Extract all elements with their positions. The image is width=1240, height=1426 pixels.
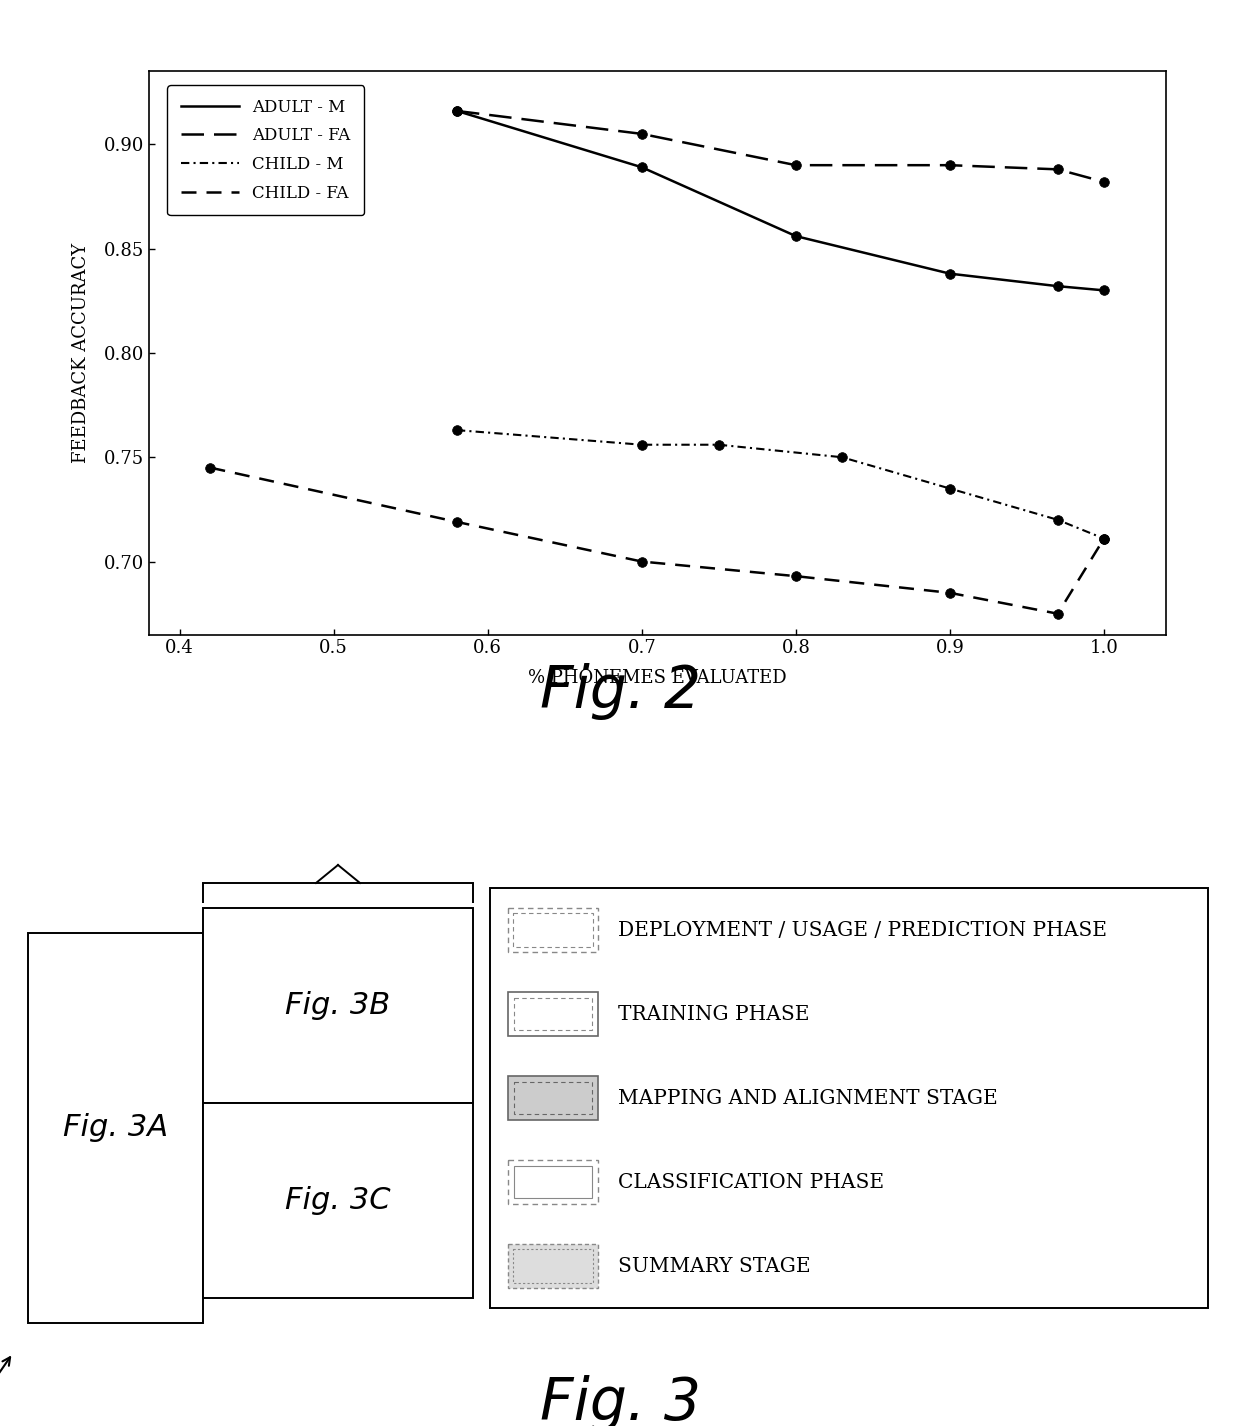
Bar: [508, 1243, 598, 1288]
ADULT - M: [789, 228, 804, 245]
Bar: [203, 908, 472, 1102]
Text: DEPLOYMENT / USAGE / PREDICTION PHASE: DEPLOYMENT / USAGE / PREDICTION PHASE: [618, 921, 1107, 940]
Line: ADULT - FA: ADULT - FA: [453, 106, 1109, 187]
Bar: [508, 992, 598, 1037]
CHILD - FA: [1050, 605, 1065, 622]
CHILD - M: [942, 481, 957, 498]
X-axis label: % PHONEMES EVALUATED: % PHONEMES EVALUATED: [528, 669, 786, 686]
ADULT - FA: [1096, 174, 1111, 191]
ADULT - M: [449, 103, 464, 120]
Line: CHILD - FA: CHILD - FA: [206, 463, 1109, 619]
ADULT - M: [635, 158, 650, 175]
ADULT - M: [1050, 278, 1065, 295]
Bar: [29, 933, 203, 1323]
Line: CHILD - M: CHILD - M: [453, 425, 1109, 543]
CHILD - M: [635, 436, 650, 453]
CHILD - FA: [203, 459, 218, 476]
CHILD - M: [449, 422, 464, 439]
CHILD - FA: [1096, 530, 1111, 548]
Bar: [513, 1249, 593, 1283]
Bar: [515, 1082, 591, 1114]
CHILD - FA: [449, 513, 464, 530]
Text: SUMMARY STAGE: SUMMARY STAGE: [618, 1256, 811, 1275]
ADULT - M: [942, 265, 957, 282]
ADULT - FA: [449, 103, 464, 120]
CHILD - M: [835, 449, 849, 466]
Text: Fig. 3A: Fig. 3A: [63, 1114, 169, 1142]
CHILD - M: [712, 436, 727, 453]
CHILD - M: [1050, 512, 1065, 529]
CHILD - M: [1096, 530, 1111, 548]
ADULT - FA: [942, 157, 957, 174]
Text: Fig. 3C: Fig. 3C: [285, 1186, 391, 1215]
ADULT - M: [1096, 282, 1111, 299]
Text: Fig. 3B: Fig. 3B: [285, 991, 391, 1020]
Text: MAPPING AND ALIGNMENT STAGE: MAPPING AND ALIGNMENT STAGE: [618, 1088, 998, 1108]
CHILD - FA: [942, 585, 957, 602]
Line: ADULT - M: ADULT - M: [453, 106, 1109, 295]
ADULT - FA: [789, 157, 804, 174]
Bar: [515, 1166, 591, 1198]
Bar: [490, 888, 1208, 1308]
Text: TRAINING PHASE: TRAINING PHASE: [618, 1004, 810, 1024]
Text: CLASSIFICATION PHASE: CLASSIFICATION PHASE: [618, 1172, 884, 1192]
Y-axis label: FEEDBACK ACCURACY: FEEDBACK ACCURACY: [72, 242, 89, 463]
Bar: [508, 908, 598, 953]
Bar: [513, 913, 593, 947]
ADULT - FA: [635, 125, 650, 143]
Bar: [515, 998, 591, 1030]
Legend: ADULT - M, ADULT - FA, CHILD - M, CHILD - FA: ADULT - M, ADULT - FA, CHILD - M, CHILD …: [167, 86, 363, 215]
ADULT - FA: [1050, 161, 1065, 178]
Text: Fig. 2: Fig. 2: [539, 663, 701, 720]
Bar: [508, 1077, 598, 1119]
CHILD - FA: [635, 553, 650, 570]
Bar: [203, 1102, 472, 1298]
Bar: [508, 1159, 598, 1204]
Text: Fig. 3: Fig. 3: [539, 1375, 701, 1426]
CHILD - FA: [789, 568, 804, 585]
